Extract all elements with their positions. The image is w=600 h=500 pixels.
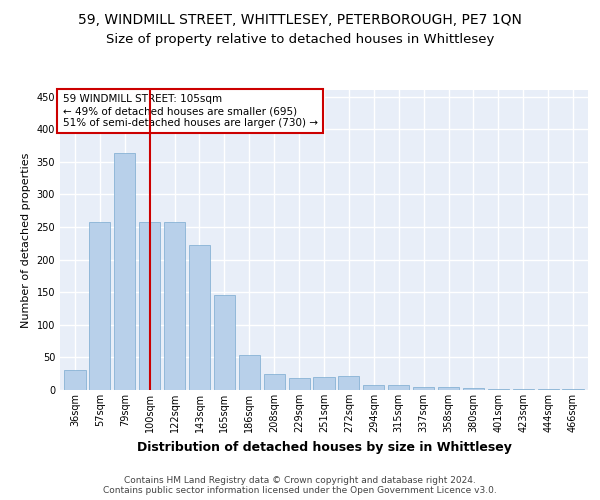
Bar <box>214 296 235 390</box>
Y-axis label: Number of detached properties: Number of detached properties <box>21 152 31 328</box>
Bar <box>164 222 185 390</box>
Bar <box>488 388 509 390</box>
Bar <box>313 377 335 390</box>
Bar <box>338 376 359 390</box>
Text: Contains HM Land Registry data © Crown copyright and database right 2024.
Contai: Contains HM Land Registry data © Crown c… <box>103 476 497 495</box>
Bar <box>64 370 86 390</box>
Bar <box>139 222 160 390</box>
Bar <box>363 385 385 390</box>
Bar <box>189 244 210 390</box>
Bar <box>413 386 434 390</box>
Text: Size of property relative to detached houses in Whittlesey: Size of property relative to detached ho… <box>106 32 494 46</box>
Bar <box>562 388 584 390</box>
Bar <box>263 374 285 390</box>
Text: 59, WINDMILL STREET, WHITTLESEY, PETERBOROUGH, PE7 1QN: 59, WINDMILL STREET, WHITTLESEY, PETERBO… <box>78 12 522 26</box>
Bar <box>239 356 260 390</box>
Bar <box>114 154 136 390</box>
Bar <box>289 378 310 390</box>
Bar <box>512 388 534 390</box>
Bar <box>438 386 459 390</box>
Bar <box>89 222 110 390</box>
Bar <box>388 385 409 390</box>
Text: 59 WINDMILL STREET: 105sqm
← 49% of detached houses are smaller (695)
51% of sem: 59 WINDMILL STREET: 105sqm ← 49% of deta… <box>62 94 317 128</box>
Bar <box>538 388 559 390</box>
X-axis label: Distribution of detached houses by size in Whittlesey: Distribution of detached houses by size … <box>137 440 511 454</box>
Bar <box>463 388 484 390</box>
